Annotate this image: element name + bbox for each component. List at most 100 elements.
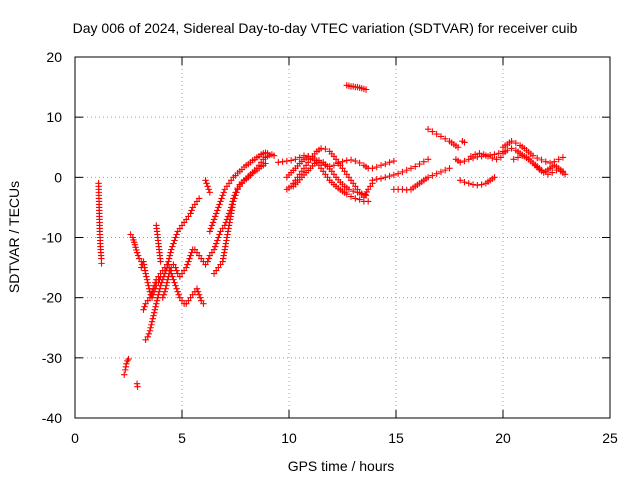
data-point — [164, 276, 171, 283]
data-point — [194, 288, 202, 295]
data-point — [514, 154, 522, 161]
data-point — [150, 309, 158, 316]
data-point — [489, 154, 496, 162]
data-point — [146, 327, 154, 334]
data-point — [165, 270, 173, 277]
data-point — [186, 255, 193, 262]
data-point — [407, 165, 415, 172]
data-point — [493, 156, 500, 163]
data-point — [148, 294, 156, 301]
data-point — [403, 186, 410, 194]
data-point — [386, 172, 393, 180]
data-point — [167, 267, 174, 274]
data-point — [219, 192, 226, 199]
data-point — [214, 207, 221, 214]
data-point — [362, 192, 370, 199]
data-point — [283, 157, 291, 165]
data-point — [98, 260, 105, 267]
data-point — [195, 195, 203, 202]
data-point — [437, 133, 445, 140]
axis-ticks — [74, 56, 611, 419]
data-point — [152, 285, 159, 292]
data-point — [149, 291, 157, 298]
data-point — [555, 156, 562, 163]
data-point — [134, 383, 141, 390]
data-point — [540, 169, 547, 176]
y-tick-labels: -40 -30 -20 -10 0 10 20 — [42, 49, 62, 426]
data-point — [188, 249, 195, 256]
data-point — [157, 273, 164, 280]
data-point — [155, 279, 162, 286]
x-tick-label: 5 — [178, 430, 186, 446]
data-point — [207, 225, 215, 232]
data-point — [155, 291, 162, 298]
grid — [75, 57, 610, 418]
data-point — [148, 321, 155, 328]
data-point — [296, 154, 303, 161]
data-point — [457, 177, 464, 184]
data-point — [147, 324, 154, 331]
data-point — [214, 237, 221, 244]
data-point — [210, 246, 218, 253]
data-point — [461, 139, 468, 146]
data-point — [215, 234, 222, 241]
data-point — [399, 168, 406, 176]
data-point — [213, 210, 220, 217]
data-point — [174, 288, 181, 295]
data-point — [123, 360, 130, 368]
data-point — [433, 130, 440, 138]
data-point — [233, 189, 240, 196]
data-point — [262, 160, 269, 167]
data-points — [95, 82, 569, 390]
data-point — [442, 135, 449, 143]
data-point — [270, 152, 278, 159]
data-point — [206, 189, 214, 196]
data-point — [399, 186, 406, 193]
data-point — [534, 154, 541, 162]
data-point — [424, 174, 432, 181]
data-point — [168, 246, 175, 253]
data-point — [142, 270, 149, 277]
data-point — [369, 177, 376, 184]
data-point — [121, 371, 128, 378]
data-point — [172, 234, 179, 241]
data-point — [429, 172, 436, 179]
data-point — [208, 222, 216, 229]
data-point — [491, 174, 498, 181]
data-point — [497, 154, 505, 161]
data-point — [561, 171, 569, 178]
data-point — [157, 258, 164, 265]
data-point — [347, 193, 355, 200]
data-point — [159, 294, 166, 301]
data-point — [394, 170, 402, 177]
data-point — [187, 210, 194, 217]
data-point — [150, 312, 157, 319]
chart-title: Day 006 of 2024, Sidereal Day-to-day VTE… — [73, 20, 578, 36]
data-point — [169, 243, 176, 250]
data-point — [160, 291, 168, 298]
x-tick-labels: 0 5 10 15 20 25 — [71, 430, 618, 446]
data-point — [354, 189, 361, 196]
data-point — [476, 150, 483, 157]
data-point — [369, 165, 376, 172]
x-axis-label: GPS time / hours — [288, 458, 395, 474]
data-point — [424, 156, 432, 163]
data-point — [478, 181, 485, 188]
y-tick-label: -10 — [42, 230, 62, 246]
data-point — [287, 157, 295, 164]
data-point — [149, 315, 156, 322]
data-point — [322, 145, 329, 153]
data-point — [167, 249, 174, 256]
data-point — [429, 128, 436, 135]
data-point — [217, 198, 224, 205]
data-point — [171, 279, 178, 286]
data-point — [220, 189, 227, 196]
data-point — [352, 157, 359, 165]
data-point — [165, 258, 172, 265]
data-point — [469, 181, 477, 188]
data-point — [471, 151, 479, 158]
y-tick-label: 20 — [46, 49, 62, 65]
data-point — [204, 258, 211, 265]
data-point — [166, 252, 174, 259]
data-point — [211, 243, 219, 250]
